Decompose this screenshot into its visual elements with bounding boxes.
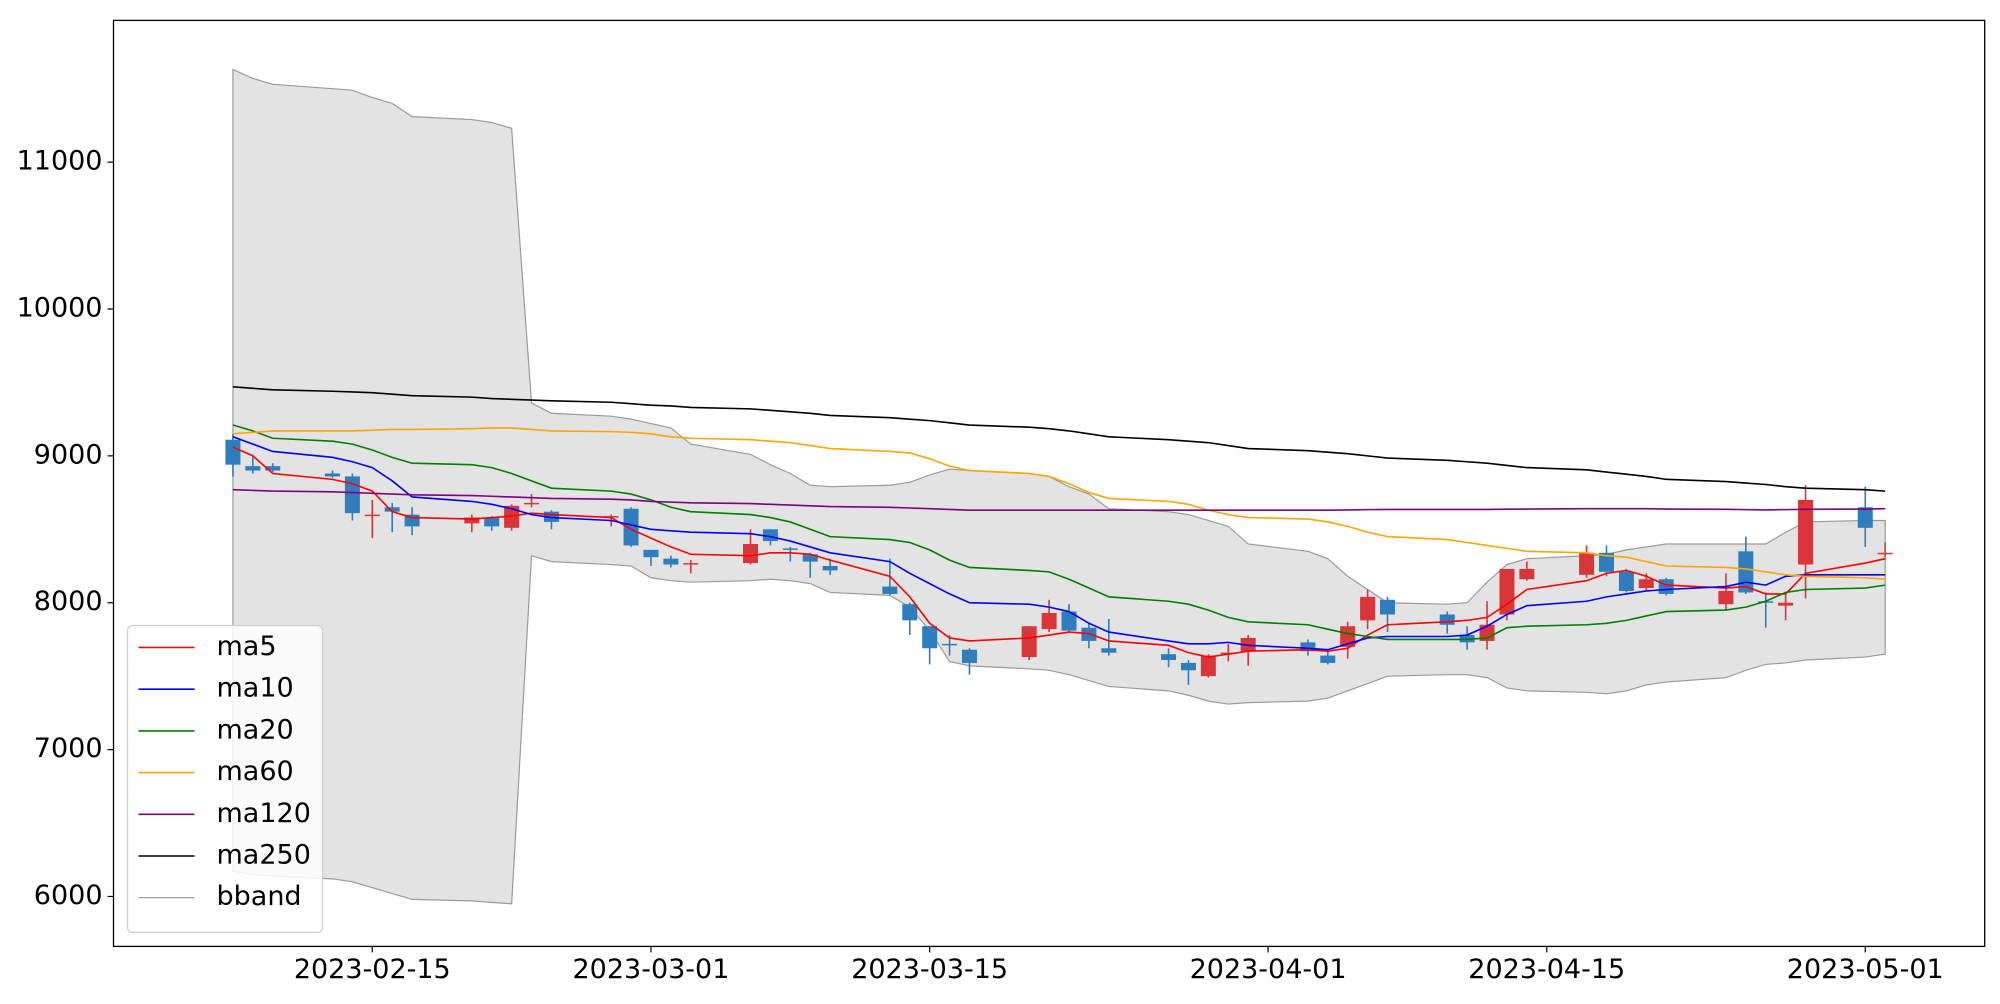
y-tick-label: 7000 <box>34 733 103 764</box>
x-tick-label: 2023-03-15 <box>851 954 1008 985</box>
candle-body <box>822 566 838 571</box>
bband-area <box>232 68 1886 905</box>
legend-label: ma5 <box>217 631 277 662</box>
ma-line <box>232 436 1886 651</box>
candle-body <box>1579 552 1595 575</box>
candle-body <box>882 586 898 594</box>
candle-body <box>1041 613 1057 630</box>
legend-label: ma250 <box>217 840 311 871</box>
candle-body <box>683 563 699 565</box>
candle-body <box>524 502 540 505</box>
candle-body <box>404 514 420 527</box>
candle-body <box>484 517 500 527</box>
candle-body <box>1598 552 1614 572</box>
candle-body <box>922 626 938 649</box>
x-tick-label: 2023-04-15 <box>1468 954 1625 985</box>
candle-body <box>1778 602 1794 606</box>
candle-body <box>1519 568 1535 580</box>
ma-line <box>232 488 1886 512</box>
candle-body <box>961 649 977 663</box>
ma-line <box>232 424 1886 641</box>
candle-body <box>1320 655 1336 663</box>
legend-label: ma60 <box>217 756 294 787</box>
plot-area <box>225 68 1893 905</box>
x-tick-label: 2023-05-01 <box>1787 954 1944 985</box>
legend: ma5 ma10 ma20 ma60 ma120 ma250 bband <box>126 624 324 934</box>
candle-body <box>324 473 340 477</box>
y-tick-label: 8000 <box>34 586 103 617</box>
candle-body <box>942 643 958 646</box>
candle-body <box>245 466 261 471</box>
candle-body <box>623 508 639 546</box>
candle-body <box>663 558 679 565</box>
candle-body <box>384 507 400 512</box>
legend-label: ma10 <box>217 673 294 704</box>
candle-body <box>1340 626 1356 647</box>
y-tick-label: 6000 <box>34 880 103 911</box>
ma-line <box>232 427 1886 581</box>
candle-body <box>1618 571 1634 591</box>
candle-body <box>902 604 918 621</box>
candle-body <box>1718 590 1734 605</box>
candle-body <box>1101 648 1117 653</box>
candle-body <box>265 466 281 471</box>
candle-body <box>762 529 778 542</box>
x-tick-label: 2023-02-15 <box>294 954 451 985</box>
candle-body <box>643 549 659 558</box>
y-tick-label: 11000 <box>17 146 103 177</box>
candle-body <box>743 543 759 564</box>
candle-body <box>1499 568 1515 615</box>
candle-body <box>1061 611 1077 631</box>
candle-body <box>1180 662 1196 671</box>
candle-body <box>782 548 798 550</box>
candle-body <box>802 554 818 562</box>
candle-body <box>1798 499 1814 565</box>
candle-body <box>464 517 480 524</box>
ma-line <box>232 386 1886 492</box>
plot-frame <box>112 19 1986 948</box>
legend-label: ma120 <box>217 798 311 829</box>
legend-label: ma20 <box>217 714 294 745</box>
candle-body <box>1021 626 1037 658</box>
y-tick-label: 10000 <box>17 292 103 323</box>
candle-body <box>1161 654 1177 661</box>
candle-body <box>1200 655 1216 677</box>
x-tick-label: 2023-03-01 <box>573 954 730 985</box>
candle-body <box>1360 596 1376 621</box>
y-tick-label: 9000 <box>34 439 103 470</box>
candle-body <box>364 514 380 517</box>
candle-body <box>1638 579 1654 589</box>
ma-line <box>232 446 1886 658</box>
candle-body <box>1658 579 1674 594</box>
x-tick-label: 2023-04-01 <box>1190 954 1347 985</box>
candle-body <box>1300 642 1316 652</box>
candle-body <box>1857 507 1873 528</box>
candle-body <box>225 439 241 465</box>
legend-label: bband <box>217 881 302 912</box>
candle-body <box>1439 614 1455 625</box>
candle-body <box>1380 599 1396 615</box>
candle-body <box>1877 552 1893 555</box>
